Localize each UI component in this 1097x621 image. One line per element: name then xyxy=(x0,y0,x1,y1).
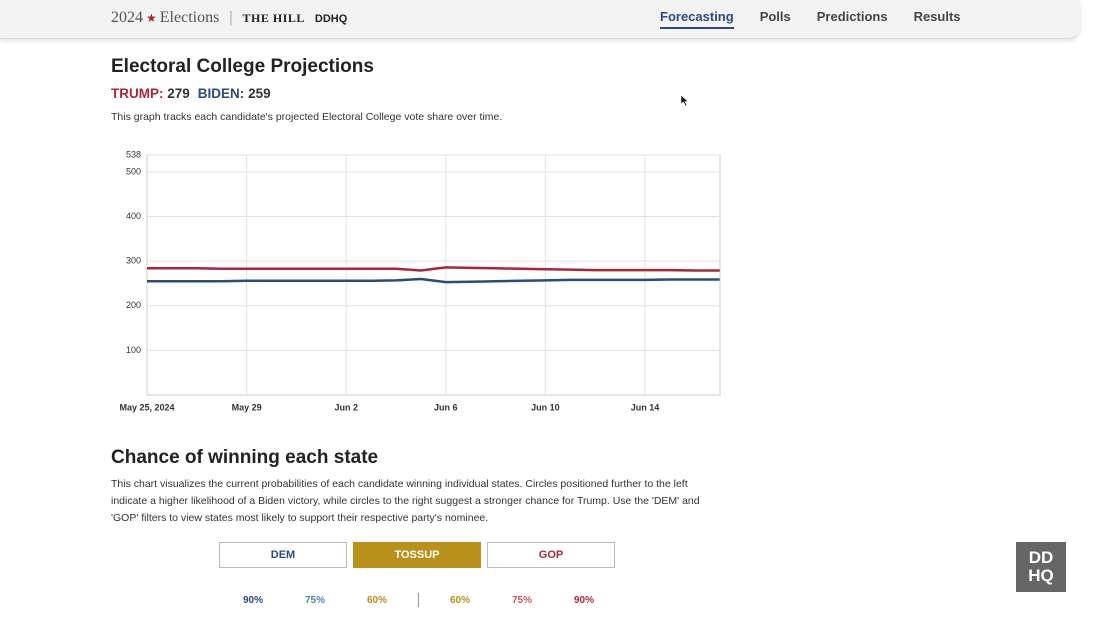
plot-area xyxy=(146,154,721,396)
nav: Forecasting Polls Predictions Results xyxy=(660,9,961,29)
trump-ev: 279 xyxy=(167,86,190,101)
brand-star: ★ xyxy=(146,11,157,25)
badge-top: DD xyxy=(1028,548,1054,567)
filter-button[interactable]: TOSSUP xyxy=(353,542,481,568)
logo-badge: DD HQ xyxy=(1016,542,1066,592)
brand-text: Elections xyxy=(159,9,220,26)
x-tick-label: May 25, 2024 xyxy=(119,402,174,412)
series-line xyxy=(147,266,720,272)
filter-button[interactable]: DEM xyxy=(219,542,347,568)
nav-item[interactable]: Polls xyxy=(759,9,791,24)
score-line: TRUMP: 279 BIDEN: 259 xyxy=(111,86,271,101)
series-line xyxy=(147,277,720,284)
cursor xyxy=(681,95,689,107)
chart: 100 200 300 400 500 538 May 25, 2024 May 29 Jun … xyxy=(119,149,721,412)
y-tick-label: 100 xyxy=(126,345,141,355)
section-description: This chart visualizes the current probab… xyxy=(111,478,700,524)
y-tick-label: 400 xyxy=(126,211,141,221)
nav-item[interactable]: Results xyxy=(913,9,961,24)
scale-label: 60% xyxy=(449,594,470,606)
trump-label: TRUMP: xyxy=(111,86,164,101)
scale-divider xyxy=(418,593,419,607)
scale-label: 90% xyxy=(573,594,594,606)
filters: DEM TOSSUP GOP xyxy=(219,542,615,568)
x-tick-label: Jun 10 xyxy=(531,402,560,412)
x-tick-label: May 29 xyxy=(232,402,262,412)
nav-item[interactable]: Predictions xyxy=(816,9,888,24)
filter-button[interactable]: GOP xyxy=(487,542,615,568)
scale-label: 90% xyxy=(242,594,263,606)
probability-scale: 90% 75% 60% 60% 75% 90% xyxy=(222,593,615,607)
y-tick-label: 200 xyxy=(126,300,141,310)
top-bar xyxy=(0,0,1080,39)
scale-label: 75% xyxy=(511,594,532,606)
y-tick-label: 300 xyxy=(126,256,141,266)
scale-label: 60% xyxy=(366,594,387,606)
brand[interactable]: 2024 ★ Elections | THE HILL DDHQ xyxy=(111,9,347,27)
scale-label: 75% xyxy=(304,594,325,606)
x-tick-label: Jun 2 xyxy=(334,402,358,412)
x-tick-label: Jun 14 xyxy=(631,402,660,412)
brand-separator: | xyxy=(229,9,233,26)
cursor-arrow xyxy=(681,95,689,107)
y-tick-label: 500 xyxy=(126,166,141,176)
biden-ev: 259 xyxy=(248,86,271,101)
partner-logo: DDHQ xyxy=(314,13,348,25)
section-title: Electoral College Projections xyxy=(111,56,374,77)
badge-bottom: HQ xyxy=(1028,566,1054,585)
y-tick-label: 538 xyxy=(126,149,141,159)
biden-label: BIDEN: xyxy=(197,86,245,101)
section-title: Chance of winning each state xyxy=(111,447,379,468)
nav-item[interactable]: Forecasting xyxy=(660,9,734,29)
brand-year: 2024 xyxy=(111,9,143,26)
x-tick-label: Jun 6 xyxy=(434,402,458,412)
partner-logo: THE HILL xyxy=(242,11,305,25)
section-description: This graph tracks each candidate's proje… xyxy=(111,111,503,123)
